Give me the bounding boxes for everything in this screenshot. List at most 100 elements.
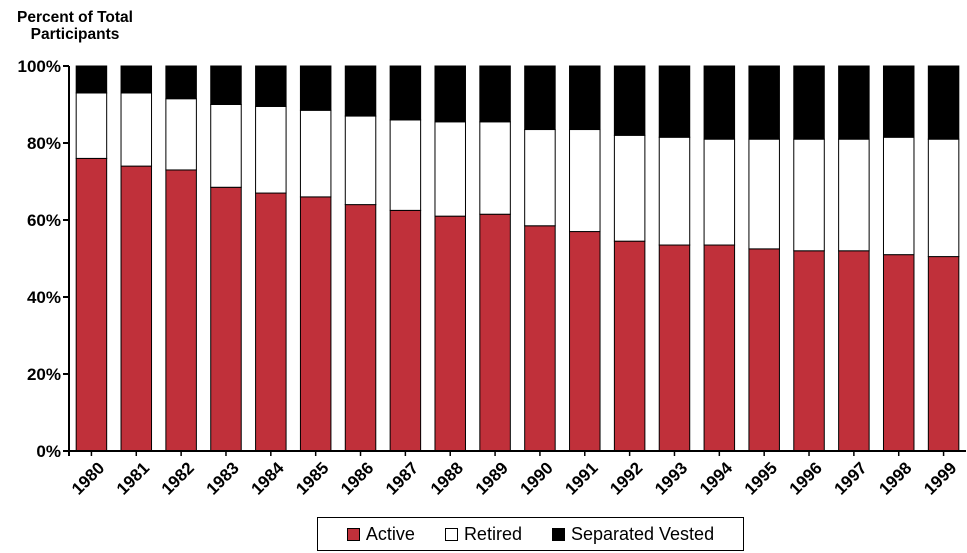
bar-active-1986 — [344, 204, 377, 452]
bar-active-1982 — [165, 169, 197, 452]
bar-separated-vested-1996 — [793, 65, 825, 140]
x-tick-label-1992: 1992 — [606, 458, 646, 498]
bar-retired-1987 — [389, 119, 422, 211]
bar-retired-1997 — [838, 138, 870, 252]
y-tick-label-0: 0% — [36, 442, 61, 461]
bar-active-1987 — [389, 209, 422, 452]
bar-separated-vested-1980 — [75, 65, 108, 94]
x-tick-label-1996: 1996 — [786, 458, 826, 498]
bar-active-1998 — [882, 254, 915, 452]
bar-separated-vested-1993 — [658, 65, 691, 138]
bar-separated-vested-1985 — [299, 65, 332, 111]
bar-separated-vested-1999 — [927, 65, 960, 140]
bar-separated-vested-1981 — [120, 65, 153, 94]
bar-retired-1983 — [210, 104, 242, 188]
bar-retired-1982 — [165, 98, 197, 171]
legend-label-separated-vested: Separated Vested — [570, 523, 715, 544]
x-tick-label-1988: 1988 — [427, 458, 467, 498]
x-tick-label-1985: 1985 — [292, 458, 332, 498]
y-axis-label: Percent of Total Participants — [10, 9, 140, 43]
legend-item-active: Active — [346, 523, 415, 545]
bar-separated-vested-1994 — [703, 65, 736, 140]
y-tick-label-20: 20% — [27, 365, 61, 384]
bar-active-1999 — [927, 256, 960, 452]
bar-active-1996 — [793, 250, 825, 452]
y-axis-label-line-1: Percent of Total — [17, 9, 133, 26]
bar-active-1988 — [434, 215, 466, 452]
bar-active-1991 — [569, 231, 601, 452]
bar-separated-vested-1997 — [838, 65, 870, 140]
x-tick-label-1994: 1994 — [696, 458, 737, 499]
legend-swatch-retired — [444, 527, 458, 541]
bar-retired-1981 — [120, 92, 153, 167]
bar-retired-1995 — [748, 138, 780, 250]
bar-active-1981 — [120, 165, 153, 452]
bar-retired-1993 — [658, 136, 691, 246]
bar-separated-vested-1995 — [748, 65, 780, 140]
bar-retired-1988 — [434, 121, 466, 217]
bar-active-1984 — [255, 192, 287, 452]
x-tick-label-1998: 1998 — [875, 458, 915, 498]
x-tick-label-1987: 1987 — [382, 458, 422, 498]
x-tick-label-1991: 1991 — [561, 458, 601, 498]
bar-retired-1998 — [882, 136, 915, 256]
bar-active-1985 — [299, 196, 332, 452]
legend-item-retired: Retired — [444, 523, 522, 545]
x-tick-label-1986: 1986 — [337, 458, 377, 498]
bar-separated-vested-1991 — [569, 65, 601, 131]
bar-active-1992 — [613, 240, 646, 452]
bar-active-1997 — [838, 250, 870, 452]
bar-separated-vested-1989 — [479, 65, 511, 123]
x-tick-label-1981: 1981 — [113, 458, 153, 498]
bar-retired-1992 — [613, 134, 646, 242]
bar-separated-vested-1988 — [434, 65, 466, 123]
x-tick-label-1997: 1997 — [831, 458, 871, 498]
bar-separated-vested-1998 — [882, 65, 915, 138]
x-tick-label-1999: 1999 — [920, 458, 960, 498]
bar-retired-1984 — [255, 105, 287, 194]
legend: Active Retired Separated Vested — [317, 517, 744, 551]
bar-active-1995 — [748, 248, 780, 452]
bar-active-1994 — [703, 244, 736, 452]
plot-area: 0%20%40%60%80%100%1980 1981 1982 1983 1984 19… — [18, 57, 966, 499]
legend-label-retired: Retired — [463, 523, 522, 544]
y-tick-label-80: 80% — [27, 134, 61, 153]
bar-retired-1980 — [75, 92, 108, 159]
bar-separated-vested-1983 — [210, 65, 242, 105]
legend-swatch-active — [346, 527, 360, 541]
bar-separated-vested-1982 — [165, 65, 197, 100]
bar-separated-vested-1984 — [255, 65, 287, 107]
x-tick-label-1980: 1980 — [68, 458, 108, 498]
y-tick-label-60: 60% — [27, 211, 61, 230]
bar-active-1989 — [479, 213, 511, 452]
bar-retired-1994 — [703, 138, 736, 246]
x-tick-label-1984: 1984 — [247, 458, 288, 499]
bar-retired-1989 — [479, 121, 511, 215]
bar-retired-1991 — [569, 129, 601, 233]
bar-active-1983 — [210, 186, 242, 452]
legend-item-separated-vested: Separated Vested — [551, 523, 715, 545]
y-tick-label-100: 100% — [18, 57, 61, 76]
bar-retired-1996 — [793, 138, 825, 252]
bar-active-1980 — [75, 157, 108, 452]
bar-active-1990 — [524, 225, 556, 452]
x-tick-label-1989: 1989 — [472, 458, 512, 498]
x-tick-label-1995: 1995 — [741, 458, 781, 498]
legend-swatch-separated-vested — [551, 527, 565, 541]
bar-retired-1999 — [927, 138, 960, 258]
x-tick-label-1990: 1990 — [517, 458, 557, 498]
bar-separated-vested-1987 — [389, 65, 422, 121]
bar-separated-vested-1992 — [613, 65, 646, 136]
x-tick-label-1982: 1982 — [158, 458, 198, 498]
x-tick-label-1993: 1993 — [651, 458, 691, 498]
legend-label-active: Active — [365, 523, 415, 544]
bar-separated-vested-1990 — [524, 65, 556, 131]
y-tick-label-40: 40% — [27, 288, 61, 307]
x-tick-label-1983: 1983 — [203, 458, 243, 498]
bar-active-1993 — [658, 244, 691, 452]
bar-separated-vested-1986 — [344, 65, 377, 117]
bar-retired-1990 — [524, 129, 556, 227]
bar-retired-1986 — [344, 115, 377, 206]
bar-retired-1985 — [299, 109, 332, 198]
